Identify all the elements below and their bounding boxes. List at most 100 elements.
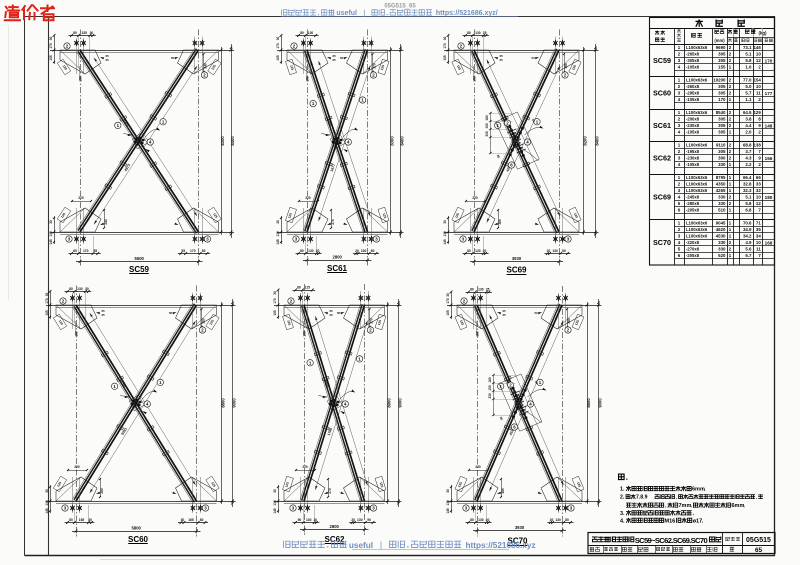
svg-text:50: 50 bbox=[340, 56, 344, 60]
svg-text:SC61: SC61 bbox=[653, 121, 671, 130]
svg-text:385: 385 bbox=[498, 219, 502, 225]
svg-text:105: 105 bbox=[276, 55, 280, 61]
svg-text:33: 33 bbox=[756, 182, 761, 187]
svg-text:330: 330 bbox=[718, 195, 726, 200]
svg-text:2: 2 bbox=[729, 123, 732, 128]
svg-text:105: 105 bbox=[443, 55, 447, 61]
svg-text:80: 80 bbox=[297, 285, 301, 289]
svg-text:177: 177 bbox=[765, 91, 773, 96]
svg-text:2: 2 bbox=[729, 110, 732, 115]
svg-text:105: 105 bbox=[49, 55, 53, 61]
svg-text:35: 35 bbox=[332, 58, 336, 62]
svg-text:9045: 9045 bbox=[716, 221, 726, 226]
svg-text:305: 305 bbox=[718, 130, 726, 135]
svg-text:130: 130 bbox=[478, 518, 484, 522]
svg-text:3930: 3930 bbox=[512, 256, 522, 261]
svg-text:-205x8: -205x8 bbox=[686, 208, 700, 213]
svg-text:1: 1 bbox=[678, 221, 681, 226]
svg-text:2: 2 bbox=[678, 52, 681, 57]
svg-text:2: 2 bbox=[758, 130, 761, 135]
svg-text:2: 2 bbox=[729, 52, 732, 57]
svg-text:80: 80 bbox=[467, 31, 471, 35]
svg-text:125: 125 bbox=[289, 65, 295, 72]
svg-text:L100x63x6: L100x63x6 bbox=[686, 45, 708, 50]
svg-text:125: 125 bbox=[457, 481, 463, 488]
svg-text:useful: useful bbox=[349, 541, 373, 550]
svg-text:30: 30 bbox=[446, 489, 450, 493]
svg-text:2: 2 bbox=[729, 201, 732, 206]
svg-text:66: 66 bbox=[756, 175, 761, 180]
svg-text:8200: 8200 bbox=[583, 136, 588, 146]
svg-text:2: 2 bbox=[729, 240, 732, 245]
svg-text:330: 330 bbox=[488, 393, 492, 399]
svg-text:30: 30 bbox=[276, 37, 280, 41]
svg-text:125: 125 bbox=[459, 319, 465, 326]
svg-text:220: 220 bbox=[305, 196, 311, 200]
svg-text:2: 2 bbox=[729, 117, 732, 122]
svg-text:385: 385 bbox=[564, 63, 568, 69]
svg-text:6.8: 6.8 bbox=[745, 208, 752, 213]
svg-text:2: 2 bbox=[203, 73, 206, 78]
svg-text:SC59~SC62.SC69.SC70: SC59~SC62.SC69.SC70 bbox=[635, 536, 708, 545]
svg-text:2: 2 bbox=[678, 227, 681, 232]
svg-text:125: 125 bbox=[210, 481, 216, 488]
svg-text:35: 35 bbox=[499, 54, 503, 58]
svg-text:125: 125 bbox=[284, 481, 289, 487]
svg-text:05G515: 05G515 bbox=[746, 537, 771, 544]
svg-text:2800: 2800 bbox=[330, 524, 340, 529]
svg-text:SC70: SC70 bbox=[653, 238, 671, 247]
svg-text:130: 130 bbox=[475, 249, 481, 253]
svg-text:2: 2 bbox=[509, 383, 512, 388]
svg-text:305: 305 bbox=[718, 123, 726, 128]
svg-text:5081: 5081 bbox=[120, 427, 128, 436]
svg-text:-230x8: -230x8 bbox=[686, 123, 700, 128]
svg-text:35: 35 bbox=[329, 309, 333, 313]
svg-text:https://521686.xyz/: https://521686.xyz/ bbox=[436, 10, 498, 17]
svg-text:50: 50 bbox=[337, 311, 341, 315]
svg-text:305: 305 bbox=[718, 117, 726, 122]
svg-text:165: 165 bbox=[79, 518, 85, 522]
svg-text:4.4: 4.4 bbox=[745, 123, 752, 128]
svg-text:1: 1 bbox=[117, 123, 120, 128]
svg-text:150: 150 bbox=[488, 385, 492, 391]
svg-text:155: 155 bbox=[718, 65, 726, 70]
svg-text:385: 385 bbox=[567, 318, 571, 324]
svg-text:4265: 4265 bbox=[716, 188, 726, 193]
svg-text:125: 125 bbox=[574, 319, 580, 326]
svg-text:5.6: 5.6 bbox=[745, 247, 752, 252]
svg-text:180: 180 bbox=[765, 195, 773, 200]
svg-text:1: 1 bbox=[729, 130, 732, 135]
svg-text:80: 80 bbox=[300, 249, 304, 253]
svg-text:32.3: 32.3 bbox=[743, 188, 752, 193]
svg-text:4: 4 bbox=[344, 402, 347, 407]
svg-text:2: 2 bbox=[729, 195, 732, 200]
svg-text:10: 10 bbox=[756, 84, 761, 89]
svg-text:-260x8: -260x8 bbox=[686, 84, 700, 89]
svg-text:1: 1 bbox=[159, 380, 162, 385]
svg-text:3: 3 bbox=[678, 91, 681, 96]
svg-text:20: 20 bbox=[351, 518, 355, 522]
svg-text:SC69: SC69 bbox=[506, 266, 527, 275]
svg-text:-245x8: -245x8 bbox=[686, 195, 700, 200]
svg-text:5.0: 5.0 bbox=[745, 84, 752, 89]
svg-text:125: 125 bbox=[576, 481, 582, 488]
svg-text:80: 80 bbox=[73, 249, 77, 253]
svg-text:145: 145 bbox=[273, 508, 277, 514]
svg-text:30: 30 bbox=[85, 287, 89, 291]
svg-text:125: 125 bbox=[379, 482, 384, 488]
svg-text:130: 130 bbox=[306, 518, 312, 522]
svg-text:2: 2 bbox=[758, 65, 761, 70]
svg-text:1: 1 bbox=[729, 65, 732, 70]
svg-text:1.0: 1.0 bbox=[745, 65, 752, 70]
svg-text:280: 280 bbox=[100, 488, 104, 494]
svg-text:130: 130 bbox=[478, 287, 484, 291]
svg-text:35: 35 bbox=[329, 313, 333, 317]
svg-text:25: 25 bbox=[486, 287, 490, 291]
svg-text:1.1: 1.1 bbox=[745, 97, 752, 102]
svg-text:20: 20 bbox=[547, 249, 551, 253]
svg-text:305: 305 bbox=[718, 91, 726, 96]
svg-text:3: 3 bbox=[64, 506, 67, 511]
svg-text:-265x8: -265x8 bbox=[686, 52, 700, 57]
svg-text:2: 2 bbox=[729, 91, 732, 96]
svg-text:305: 305 bbox=[718, 52, 726, 57]
